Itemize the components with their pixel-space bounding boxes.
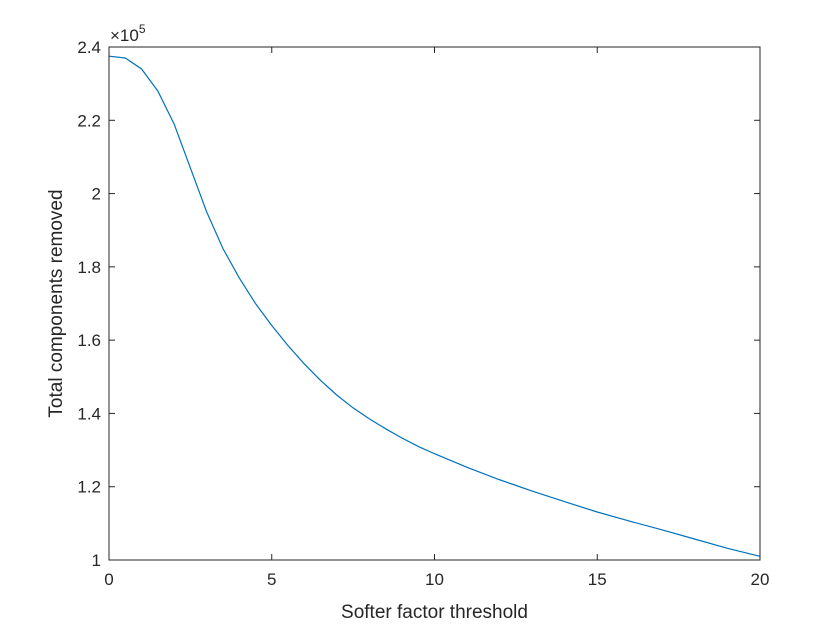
y-tick-label-4: 1.8 xyxy=(77,258,101,277)
axis-layer: 0 5 10 15 20 1 1.2 1.4 1.6 1.8 2 2.2 2.4 xyxy=(77,38,769,589)
x-tick-label-3: 15 xyxy=(588,570,607,589)
y-tick-label-7: 2.4 xyxy=(77,38,101,57)
x-tick-label-0: 0 xyxy=(104,570,113,589)
y-tick-label-0: 1 xyxy=(92,551,101,570)
x-tick-label-1: 5 xyxy=(267,570,276,589)
x-axis-label: Softer factor threshold xyxy=(341,602,528,623)
y-axis-label: Total components removed xyxy=(46,189,67,417)
y-axis-exponent-base: ×10 xyxy=(110,26,139,45)
y-tick-label-1: 1.2 xyxy=(77,478,101,497)
y-tick-label-6: 2.2 xyxy=(77,111,101,130)
y-tick-label-3: 1.6 xyxy=(77,331,101,350)
plot-area xyxy=(109,47,760,560)
y-axis-exponent-power: 5 xyxy=(139,22,146,36)
y-tick-label-5: 2 xyxy=(92,185,101,204)
x-tick-label-2: 10 xyxy=(425,570,444,589)
y-axis-exponent: ×105 xyxy=(110,22,146,45)
series-line-0 xyxy=(108,55,761,557)
x-tick-label-4: 20 xyxy=(751,570,770,589)
series-layer xyxy=(108,55,761,557)
y-tick-label-2: 1.4 xyxy=(77,404,101,423)
